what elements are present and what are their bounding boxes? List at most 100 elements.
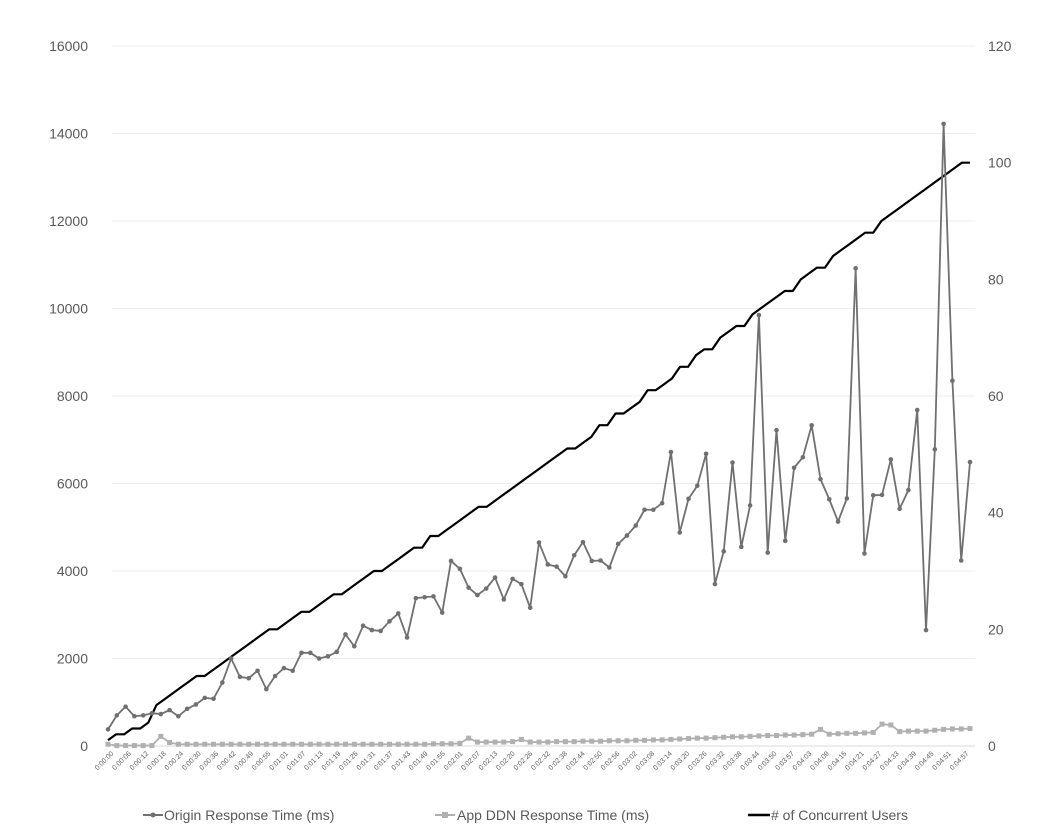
ddn-point [967, 726, 973, 731]
ddn-point [114, 743, 120, 749]
ddn-point [202, 741, 208, 747]
origin-point [897, 506, 902, 512]
ddn-point [730, 734, 736, 740]
origin-point [272, 673, 278, 679]
ddn-point [905, 728, 911, 734]
users-line [107, 161, 970, 742]
origin-point [211, 696, 216, 702]
origin-point [228, 656, 234, 661]
origin-point [932, 447, 938, 452]
ddn-point [360, 741, 366, 747]
origin-point [360, 623, 366, 628]
y-tick-label-left: 0 [80, 738, 88, 754]
ddn-point [853, 730, 859, 736]
ddn-point [642, 737, 648, 743]
origin-point [844, 496, 850, 501]
origin-point [914, 407, 920, 413]
origin-point [483, 586, 489, 591]
ddn-point [650, 737, 656, 743]
y-tick-label-right: 0 [988, 738, 996, 754]
ddn-point [571, 739, 577, 745]
origin-point [378, 628, 383, 634]
legend-label-ddn: App DDN Response Time (ms) [457, 807, 649, 823]
ddn-point [738, 734, 744, 740]
origin-point [739, 544, 744, 550]
y-tick-label-left: 14000 [49, 126, 88, 142]
origin-point [835, 519, 841, 524]
origin-point [431, 594, 436, 599]
origin-point [501, 597, 507, 602]
origin-point [114, 713, 120, 718]
ddn-point [413, 741, 419, 747]
ddn-point [404, 741, 410, 747]
origin-point [826, 496, 832, 502]
origin-point [202, 695, 208, 701]
ddn-point [307, 741, 313, 747]
ddn-point [158, 733, 164, 739]
origin-point [721, 549, 727, 554]
ddn-point [351, 741, 357, 747]
ddn-point [782, 732, 788, 738]
ddn-point [668, 736, 674, 742]
origin-point [563, 573, 568, 579]
ddn-point [870, 729, 876, 735]
origin-point [316, 656, 322, 661]
ddn-point [800, 732, 806, 738]
ddn-point [105, 741, 111, 747]
origin-point [695, 483, 700, 488]
ddn-point [765, 733, 771, 738]
ddn-point [510, 739, 516, 745]
origin-point [791, 465, 797, 471]
origin-point [615, 541, 621, 547]
ddn-point [422, 741, 428, 747]
ddn-point [633, 737, 639, 743]
origin-point [598, 558, 603, 563]
origin-point [853, 265, 858, 271]
ddn-point [809, 731, 815, 737]
ddn-point [386, 741, 392, 747]
origin-point [369, 627, 375, 633]
origin-point [132, 713, 137, 719]
ddn-point [175, 741, 181, 747]
ddn-point [430, 741, 436, 747]
origin-point [686, 496, 691, 502]
ddn-point [439, 741, 445, 747]
ddn-point [624, 738, 630, 744]
origin-point [862, 551, 867, 556]
ddn-point [237, 741, 243, 747]
ddn-point [325, 741, 331, 747]
ddn-point [791, 732, 797, 738]
origin-point [659, 500, 665, 506]
origin-point [105, 727, 111, 732]
ddn-point [835, 731, 841, 737]
origin-point [299, 650, 304, 656]
y-tick-label-right: 80 [988, 271, 1004, 287]
ddn-point [721, 734, 727, 740]
origin-point [607, 565, 612, 570]
origin-point [633, 523, 639, 528]
origin-point [800, 454, 806, 460]
y-tick-label-right: 20 [988, 621, 1004, 637]
ddn-point [580, 738, 586, 744]
ddn-point [562, 739, 568, 745]
ddn-point [219, 741, 225, 747]
origin-point [149, 710, 155, 716]
origin-point [167, 707, 172, 713]
origin-point [395, 611, 401, 616]
ddn-point [167, 740, 173, 745]
ddn-point [527, 739, 533, 745]
ddn-point [756, 733, 762, 739]
ddn-point [501, 739, 507, 745]
origin-point [510, 576, 515, 582]
ddn-point [844, 730, 850, 736]
legend: Origin Response Time (ms) App DDN Respon… [143, 807, 908, 823]
legend-item-users: # of Concurrent Users [748, 807, 908, 823]
origin-point [184, 706, 190, 712]
ddn-point [149, 743, 155, 749]
ddn-point [589, 738, 595, 744]
origin-point [281, 665, 287, 671]
y-tick-label-left: 8000 [57, 388, 88, 404]
ddn-point [281, 741, 287, 747]
origin-point [545, 562, 551, 567]
